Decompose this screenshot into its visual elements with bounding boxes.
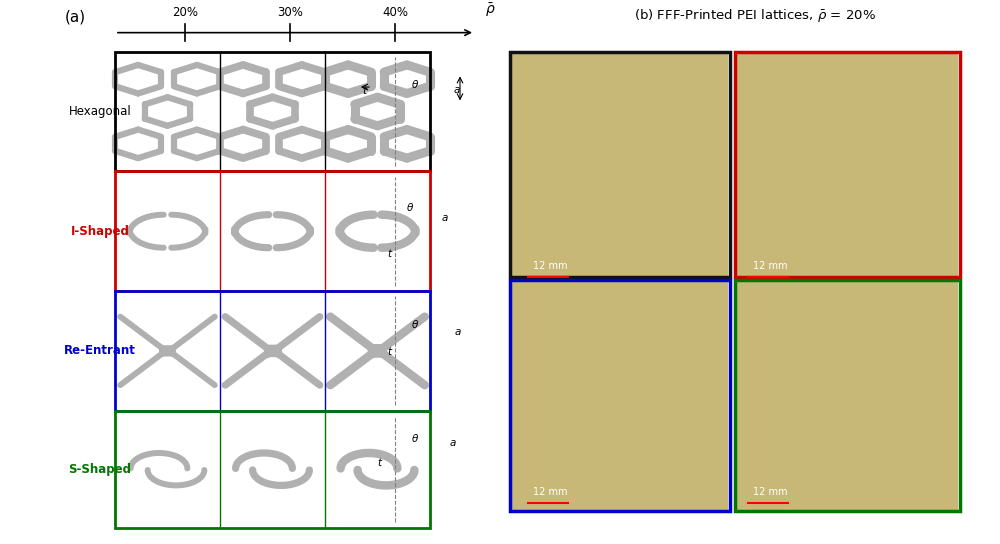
Text: 12 mm: 12 mm: [753, 487, 788, 497]
Text: 公众号 · 3D打印技术参考: 公众号 · 3D打印技术参考: [682, 520, 758, 530]
FancyBboxPatch shape: [737, 281, 958, 510]
Text: $a$: $a$: [453, 85, 461, 95]
Text: $t$: $t$: [387, 345, 393, 357]
Text: I-Shaped: I-Shaped: [71, 225, 129, 238]
Text: $a$: $a$: [449, 438, 457, 448]
Text: (a): (a): [64, 9, 86, 24]
Text: $\bar{\rho}$: $\bar{\rho}$: [485, 1, 496, 19]
Text: $t$: $t$: [362, 84, 368, 96]
Text: 12 mm: 12 mm: [533, 261, 568, 271]
Text: (b) FFF-Printed PEI lattices, $\bar{\rho}$ = 20%: (b) FFF-Printed PEI lattices, $\bar{\rho…: [634, 8, 876, 24]
Text: $t$: $t$: [387, 247, 393, 259]
Text: $a$: $a$: [454, 327, 462, 337]
Text: 30%: 30%: [277, 6, 303, 19]
Text: $\theta$: $\theta$: [411, 318, 419, 330]
Text: 20%: 20%: [172, 6, 198, 19]
Text: 12 mm: 12 mm: [753, 261, 788, 271]
Text: Re-Entrant: Re-Entrant: [64, 344, 136, 357]
Text: $\theta$: $\theta$: [411, 432, 419, 444]
Text: $\theta$: $\theta$: [406, 201, 414, 213]
FancyBboxPatch shape: [737, 53, 958, 276]
Text: $t$: $t$: [377, 456, 383, 468]
Text: $a$: $a$: [441, 213, 449, 222]
Text: S-Shaped: S-Shaped: [68, 463, 132, 475]
Text: 12 mm: 12 mm: [533, 487, 568, 497]
FancyBboxPatch shape: [512, 53, 728, 276]
FancyBboxPatch shape: [512, 281, 728, 510]
Text: $\theta$: $\theta$: [411, 78, 419, 90]
Text: Hexagonal: Hexagonal: [69, 105, 131, 118]
Text: 40%: 40%: [382, 6, 408, 19]
